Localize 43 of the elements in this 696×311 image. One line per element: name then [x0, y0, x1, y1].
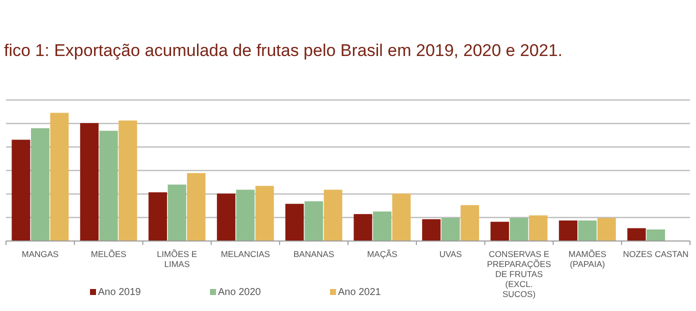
bar: [99, 130, 118, 241]
x-tick-label: MAÇÃS: [367, 249, 398, 259]
bar: [597, 218, 616, 241]
bar: [627, 228, 646, 241]
bar: [80, 123, 99, 241]
x-tick-label: LIMÕES E LIMAS: [156, 249, 198, 269]
bar: [441, 218, 460, 241]
bar: [168, 184, 186, 241]
legend-label: Ano 2019: [98, 287, 142, 298]
x-tick-label: MANGAS: [22, 249, 59, 259]
bar: [324, 190, 342, 241]
bar: [118, 120, 138, 241]
bar: [216, 194, 236, 241]
bar: [529, 215, 548, 241]
x-tick-label: MELANCIAS: [220, 249, 270, 259]
bar: [490, 222, 509, 241]
legend-label: Ano 2021: [338, 287, 382, 298]
x-tick-label: NOZES CASTAN: [623, 249, 689, 259]
bar: [304, 201, 324, 241]
bar: [12, 140, 30, 241]
bar: [460, 205, 480, 241]
x-tick-label: CONSERVAS E PREPARAÇÕES DE FRUTAS (EXCL. SUCOS): [486, 249, 552, 299]
bar: [255, 186, 274, 241]
x-tick-label: MELÕES: [90, 249, 127, 259]
x-tick-label: MAMÕES (PAPAIA): [568, 249, 607, 269]
chart-title: fico 1: Exportação acumulada de frutas pelo Brasil em 2019, 2020 e 2021.: [4, 41, 563, 60]
bar: [578, 220, 597, 241]
bar: [236, 190, 255, 241]
bar: [50, 112, 69, 241]
bar: [30, 128, 50, 241]
bar: [558, 220, 578, 241]
bar: [422, 219, 441, 241]
bar: [392, 194, 411, 241]
bar: [285, 204, 304, 241]
bar: [372, 212, 392, 241]
x-tick-label: BANANAS: [293, 249, 334, 259]
bar: [148, 192, 167, 241]
legend-label: Ano 2020: [218, 287, 262, 298]
bar: [646, 229, 666, 241]
x-tick-label: UVAS: [439, 249, 462, 259]
bar: [187, 173, 206, 241]
bar: [354, 214, 372, 241]
bar: [510, 218, 528, 241]
